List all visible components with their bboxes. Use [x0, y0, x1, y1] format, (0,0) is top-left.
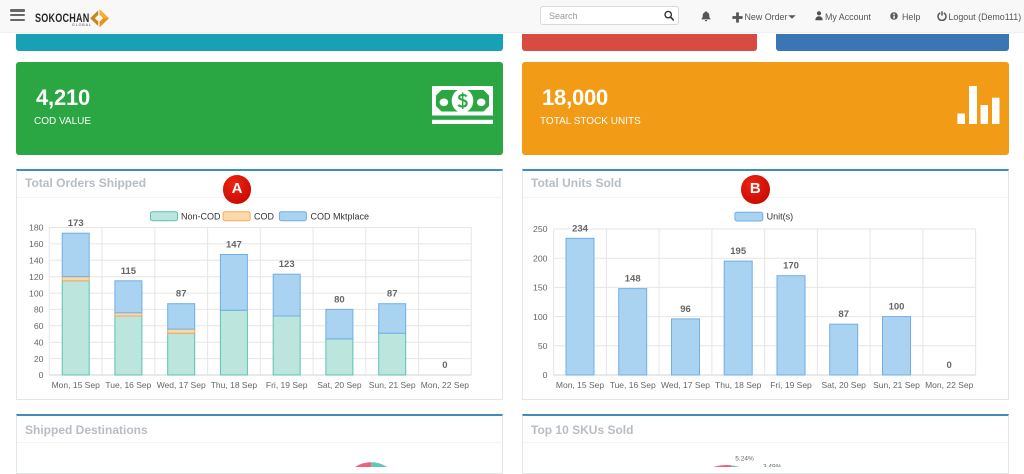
- svg-text:COD Mktplace: COD Mktplace: [311, 211, 370, 221]
- svg-text:87: 87: [176, 289, 187, 300]
- svg-text:100: 100: [533, 312, 548, 322]
- svg-text:115: 115: [121, 266, 137, 277]
- svg-text:Non-COD: Non-COD: [181, 211, 221, 221]
- svg-text:Thu, 18 Sep: Thu, 18 Sep: [715, 380, 762, 390]
- svg-text:200: 200: [533, 253, 548, 263]
- svg-text:96: 96: [680, 304, 691, 315]
- svg-text:140: 140: [29, 256, 44, 266]
- svg-text:Mon, 15 Sep: Mon, 15 Sep: [556, 380, 604, 390]
- svg-text:0: 0: [442, 360, 447, 371]
- svg-text:60: 60: [34, 321, 44, 331]
- svg-text:0: 0: [39, 370, 44, 380]
- svg-text:COD: COD: [254, 211, 275, 221]
- svg-text:250: 250: [533, 224, 548, 234]
- svg-text:160: 160: [29, 239, 44, 249]
- svg-text:50: 50: [538, 341, 548, 351]
- svg-text:100: 100: [29, 288, 44, 298]
- svg-text:195: 195: [730, 246, 747, 257]
- svg-text:Tue, 16 Sep: Tue, 16 Sep: [610, 380, 656, 390]
- svg-text:Wed, 17 Sep: Wed, 17 Sep: [157, 380, 206, 390]
- svg-text:Tue, 16 Sep: Tue, 16 Sep: [105, 380, 151, 390]
- svg-text:148: 148: [625, 274, 641, 285]
- svg-text:Unit(s): Unit(s): [767, 211, 794, 221]
- svg-text:Mon, 22 Sep: Mon, 22 Sep: [421, 380, 469, 390]
- svg-text:0: 0: [543, 370, 548, 380]
- svg-text:170: 170: [783, 261, 799, 272]
- svg-text:40: 40: [34, 337, 44, 347]
- svg-text:Sun, 21 Sep: Sun, 21 Sep: [873, 380, 920, 390]
- svg-text:150: 150: [533, 283, 548, 293]
- svg-text:3.49%: 3.49%: [763, 464, 782, 468]
- svg-text:87: 87: [387, 289, 398, 300]
- svg-text:173: 173: [68, 218, 84, 229]
- svg-text:0: 0: [947, 360, 952, 371]
- svg-text:Wed, 17 Sep: Wed, 17 Sep: [661, 380, 710, 390]
- svg-text:100: 100: [889, 302, 905, 313]
- svg-text:180: 180: [29, 223, 44, 233]
- svg-text:80: 80: [34, 305, 44, 315]
- svg-text:20: 20: [34, 354, 44, 364]
- svg-text:87: 87: [838, 309, 849, 320]
- svg-text:Sat, 20 Sep: Sat, 20 Sep: [317, 380, 362, 390]
- svg-text:234: 234: [572, 223, 589, 234]
- svg-text:120: 120: [29, 272, 44, 282]
- svg-text:Fri, 19 Sep: Fri, 19 Sep: [770, 380, 812, 390]
- svg-text:Sun, 21 Sep: Sun, 21 Sep: [369, 380, 416, 390]
- svg-text:5.24%: 5.24%: [735, 456, 754, 463]
- svg-text:Thu, 18 Sep: Thu, 18 Sep: [211, 380, 258, 390]
- svg-text:80: 80: [334, 294, 345, 305]
- svg-text:147: 147: [226, 240, 242, 251]
- svg-text:Sat, 20 Sep: Sat, 20 Sep: [821, 380, 866, 390]
- svg-text:Fri, 19 Sep: Fri, 19 Sep: [266, 380, 308, 390]
- svg-text:Mon, 15 Sep: Mon, 15 Sep: [52, 380, 100, 390]
- svg-text:Mon, 22 Sep: Mon, 22 Sep: [925, 380, 973, 390]
- svg-text:123: 123: [279, 259, 295, 270]
